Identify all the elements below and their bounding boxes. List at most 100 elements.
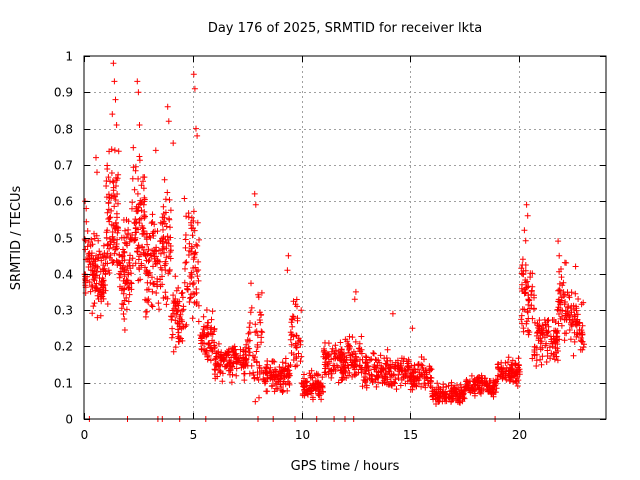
data-point [252, 321, 259, 328]
data-point [149, 274, 155, 281]
data-point [195, 277, 202, 284]
data-point [257, 312, 264, 319]
data-point [245, 330, 252, 337]
data-point [188, 269, 195, 276]
data-point [144, 279, 151, 286]
data-point [186, 299, 193, 305]
data-point [195, 267, 202, 273]
data-point [247, 320, 253, 326]
data-point [132, 260, 139, 267]
data-point [289, 323, 296, 330]
data-point [572, 290, 579, 297]
data-point [115, 148, 122, 155]
data-point [310, 396, 316, 403]
data-point [555, 320, 562, 327]
data-point [110, 187, 117, 194]
data-point [179, 294, 186, 301]
data-point [362, 353, 369, 360]
data-point [164, 103, 171, 110]
data-point [152, 147, 159, 154]
data-point [149, 230, 156, 237]
data-point [276, 364, 283, 370]
data-point [521, 290, 528, 297]
data-point [147, 252, 154, 259]
data-point [190, 280, 197, 286]
data-point [115, 200, 121, 207]
data-point [167, 224, 173, 231]
data-point [345, 365, 352, 372]
data-point [196, 236, 202, 243]
data-point [108, 170, 115, 176]
data-point [362, 377, 369, 384]
data-point [547, 333, 554, 340]
data-point [274, 385, 281, 392]
data-point [528, 302, 535, 309]
data-point [258, 328, 265, 335]
data-point [208, 316, 215, 323]
data-point [492, 382, 499, 389]
data-point [290, 357, 297, 363]
data-point [356, 345, 363, 352]
y-tick-label: 0.4 [54, 268, 73, 282]
data-point [308, 367, 315, 374]
data-point [139, 243, 146, 250]
axis-ticks [84, 56, 606, 420]
data-point [139, 224, 146, 231]
data-point [146, 257, 153, 263]
data-point [349, 373, 356, 380]
data-point [105, 267, 112, 274]
data-point [301, 371, 307, 378]
data-point [184, 286, 191, 293]
data-point [557, 301, 564, 308]
data-point [564, 310, 571, 317]
data-point [509, 365, 516, 372]
data-point [195, 318, 202, 325]
data-point [408, 362, 415, 369]
data-point [175, 307, 182, 314]
data-point [204, 331, 211, 338]
data-point [401, 355, 407, 362]
data-point [556, 336, 563, 343]
data-point [106, 214, 113, 221]
data-point [373, 357, 380, 364]
data-point [136, 266, 143, 273]
data-point [267, 374, 274, 381]
data-point [572, 263, 579, 270]
data-point [182, 265, 188, 272]
data-point [318, 396, 325, 403]
data-point [141, 208, 148, 215]
data-point [449, 395, 456, 402]
data-point [175, 338, 182, 345]
data-point [431, 386, 438, 393]
data-point [114, 229, 121, 236]
data-point [275, 379, 281, 385]
data-point [261, 378, 268, 385]
x-tick-label: 15 [403, 428, 418, 442]
data-point [111, 147, 118, 154]
data-point [189, 281, 196, 288]
data-point [434, 380, 441, 387]
data-point [246, 329, 253, 336]
data-point [136, 253, 143, 260]
data-point [569, 318, 576, 324]
data-point [138, 262, 145, 269]
data-point [256, 394, 262, 401]
data-point [175, 284, 182, 291]
data-point [183, 259, 190, 266]
data-point [437, 386, 443, 393]
data-point [308, 390, 315, 397]
data-point [285, 363, 292, 370]
data-point [419, 362, 426, 369]
data-point [576, 319, 583, 326]
data-point [110, 60, 117, 67]
data-point [178, 290, 185, 297]
data-point [169, 325, 176, 332]
data-point [521, 306, 528, 313]
data-point [231, 347, 238, 354]
data-point [524, 308, 531, 315]
data-point [136, 244, 142, 251]
data-point [169, 307, 176, 314]
data-point [106, 148, 113, 155]
data-point [135, 89, 142, 96]
data-point [440, 390, 447, 397]
